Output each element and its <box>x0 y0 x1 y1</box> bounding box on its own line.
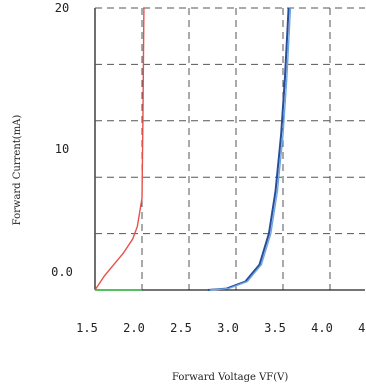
y-tick-label: 10 <box>55 142 69 156</box>
y-tick-label: 0.0 <box>51 265 73 279</box>
x-tick-label: 3.5 <box>264 321 286 335</box>
x-tick-label: 2.5 <box>170 321 192 335</box>
series-line-1 <box>94 7 145 291</box>
y-axis-label: Forward Current(mA) <box>12 115 23 226</box>
series-line-2 <box>207 7 290 291</box>
series-layer <box>94 7 292 291</box>
grid <box>94 7 365 291</box>
y-tick-label: 20 <box>55 1 69 15</box>
x-tick-label: 3.0 <box>217 321 239 335</box>
x-tick-labels: 1.5 2.0 2.5 3.0 3.5 4.0 4.5 <box>76 321 366 335</box>
y-tick-labels: 20 10 0.0 <box>51 1 73 279</box>
x-tick-label: 4.0 <box>311 321 333 335</box>
x-tick-label: 2.0 <box>123 321 145 335</box>
series-line-3 <box>209 7 292 291</box>
x-tick-label: 4.5 <box>358 321 366 335</box>
x-tick-label: 1.5 <box>76 321 98 335</box>
x-axis-label: Forward Voltage VF(V) <box>172 372 288 383</box>
